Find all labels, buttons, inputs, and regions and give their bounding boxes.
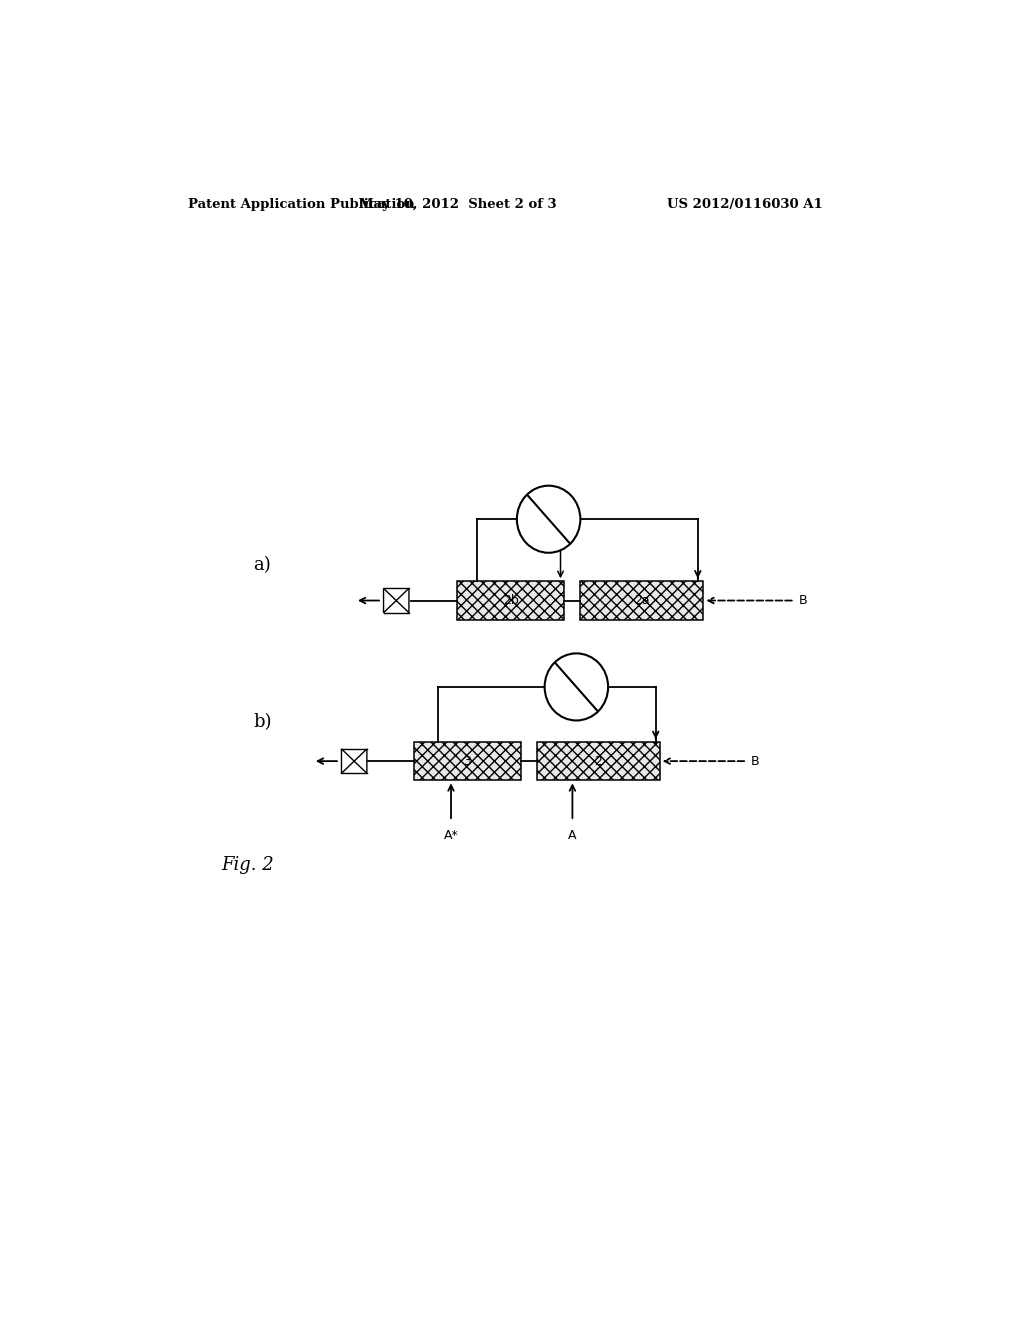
Text: May 10, 2012  Sheet 2 of 3: May 10, 2012 Sheet 2 of 3: [358, 198, 556, 211]
Ellipse shape: [517, 486, 581, 553]
Ellipse shape: [545, 653, 608, 721]
Text: b): b): [253, 714, 272, 731]
Text: Patent Application Publication: Patent Application Publication: [187, 198, 415, 211]
Text: a): a): [253, 556, 271, 574]
Text: 3: 3: [463, 755, 471, 768]
Text: A: A: [566, 512, 574, 525]
Text: A*: A*: [443, 829, 459, 842]
Bar: [537, 742, 659, 780]
Polygon shape: [396, 589, 409, 612]
Text: US 2012/0116030 A1: US 2012/0116030 A1: [667, 198, 822, 211]
Text: 2b: 2b: [503, 594, 519, 607]
Bar: [458, 581, 564, 620]
Text: Fig. 2: Fig. 2: [221, 855, 274, 874]
Bar: [414, 742, 521, 780]
Polygon shape: [354, 748, 367, 774]
Bar: [581, 581, 703, 620]
Text: B: B: [751, 755, 760, 768]
Polygon shape: [341, 748, 354, 774]
Text: B: B: [799, 594, 807, 607]
Text: 2a: 2a: [634, 594, 649, 607]
Polygon shape: [384, 589, 396, 612]
Text: 2: 2: [594, 755, 602, 768]
Text: A: A: [568, 829, 577, 842]
